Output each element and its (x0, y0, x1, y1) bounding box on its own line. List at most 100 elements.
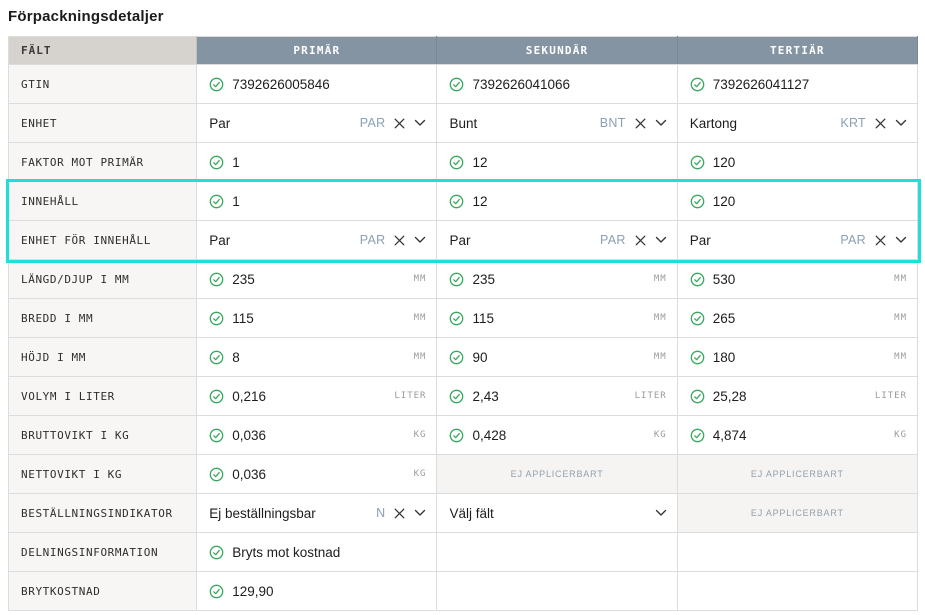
chevron-down-icon[interactable] (414, 236, 426, 244)
cell-content: 7392626041066 (449, 77, 666, 92)
clear-icon[interactable] (394, 235, 405, 246)
unit-label: LITER (874, 391, 907, 401)
check-circle-icon (690, 428, 705, 443)
empty-cell (436, 532, 678, 572)
dropdown-cell[interactable]: Välj fält (436, 493, 678, 533)
clear-icon[interactable] (394, 508, 405, 519)
cell-content: 120 (690, 155, 907, 170)
field-label: BREDD I MM (7, 298, 198, 338)
field-label: BRUTTOVIKT I KG (7, 415, 198, 455)
field-label: BESTÄLLNINGSINDIKATOR (7, 493, 198, 533)
chevron-down-icon[interactable] (655, 509, 667, 517)
chevron-down-icon[interactable] (414, 509, 426, 517)
cell-value: 0,216 (232, 388, 266, 404)
unit-label: MM (894, 274, 907, 284)
dropdown-cell[interactable]: Bunt BNT (436, 103, 678, 143)
chevron-down-icon[interactable] (655, 236, 667, 244)
value-cell: 12 (436, 181, 678, 221)
check-circle-icon (690, 311, 705, 326)
table-row: BESTÄLLNINGSINDIKATOR Ej beställningsbar N… (7, 493, 919, 533)
dropdown-cell[interactable]: Par PAR (196, 220, 438, 260)
dropdown-content: Välj fält (449, 506, 666, 521)
check-circle-icon (690, 350, 705, 365)
cell-value: 235 (472, 271, 495, 287)
cell-content: 12 (449, 155, 666, 170)
clear-icon[interactable] (875, 118, 886, 129)
cell-content: 8 MM (209, 350, 426, 365)
chevron-down-icon[interactable] (414, 119, 426, 127)
empty-cell (436, 571, 678, 611)
cell-content: 265 MM (690, 311, 907, 326)
cell-value: 0,036 (232, 466, 266, 482)
cell-content: 4,874 KG (690, 428, 907, 443)
dropdown-code: PAR (600, 233, 626, 247)
dropdown-cell[interactable]: Ej beställningsbar N (196, 493, 438, 533)
dropdown-controls: PAR (360, 233, 427, 247)
not-applicable-cell: EJ APPLICERBART (676, 493, 919, 533)
chevron-down-icon[interactable] (895, 119, 907, 127)
dropdown-cell[interactable]: Kartong KRT (676, 103, 919, 143)
cell-content: 115 MM (449, 311, 666, 326)
chevron-down-icon[interactable] (655, 119, 667, 127)
value-cell: 120 (676, 181, 919, 221)
check-circle-icon (209, 155, 224, 170)
value-cell: 0,428 KG (436, 415, 678, 455)
cell-value: 2,43 (472, 388, 499, 404)
chevron-down-icon[interactable] (895, 236, 907, 244)
cell-value: 12 (472, 154, 488, 170)
unit-label: KG (413, 430, 427, 440)
field-label: ENHET (7, 103, 198, 143)
dropdown-cell[interactable]: Par PAR (436, 220, 678, 260)
clear-icon[interactable] (635, 118, 646, 129)
check-circle-icon (449, 155, 464, 170)
table-row: BRUTTOVIKT I KG 0,036 KG 0,428 KG 4,874 KG (7, 415, 919, 455)
field-label: BRYTKOSTNAD (7, 571, 198, 611)
dropdown-value: Välj fält (449, 505, 494, 521)
cell-value: 115 (472, 310, 494, 326)
cell-content: 0,216 LITER (209, 389, 426, 404)
dropdown-value: Par (209, 232, 231, 248)
dropdown-cell[interactable]: Par PAR (196, 103, 438, 143)
cell-content: 115 MM (209, 311, 426, 326)
clear-icon[interactable] (394, 118, 405, 129)
cell-value: 235 (232, 271, 255, 287)
clear-icon[interactable] (635, 235, 646, 246)
cell-content: 235 MM (449, 272, 666, 287)
table-row: GTIN 7392626005846 7392626041066 7392626041… (7, 64, 919, 104)
dropdown-code: BNT (599, 116, 626, 130)
value-cell: 2,43 LITER (436, 376, 678, 416)
value-cell: 1 (196, 142, 438, 182)
table-row: NETTOVIKT I KG 0,036 KG EJ APPLICERBART EJ A… (7, 454, 919, 494)
page-title: Förpackningsdetaljer (8, 8, 164, 25)
unit-label: MM (894, 352, 907, 362)
unit-label: KG (413, 469, 427, 479)
check-circle-icon (449, 272, 464, 287)
table-row: VOLYM I LITER 0,216 LITER 2,43 LITER 25,28 LIT… (7, 376, 919, 416)
check-circle-icon (449, 389, 464, 404)
value-cell: 0,036 KG (196, 415, 438, 455)
value-cell: 0,036 KG (196, 454, 438, 494)
cell-value: 8 (232, 349, 240, 365)
cell-content: 7392626005846 (209, 77, 426, 92)
clear-icon[interactable] (875, 235, 886, 246)
cell-value: 12 (472, 193, 488, 209)
check-circle-icon (209, 584, 224, 599)
cell-content: 180 MM (690, 350, 907, 365)
column-header-tertiar: TERTIÄR (676, 36, 919, 65)
field-label: LÄNGD/DJUP I MM (7, 259, 198, 299)
cell-content: 1 (209, 194, 426, 209)
cell-value: 25,28 (712, 388, 747, 404)
value-cell: 8 MM (196, 337, 438, 377)
field-label: INNEHÅLL (7, 181, 198, 221)
unit-label: KG (894, 430, 907, 440)
check-circle-icon (209, 389, 224, 404)
cell-content: 129,90 (209, 584, 426, 599)
check-circle-icon (449, 311, 464, 326)
unit-label: LITER (394, 391, 427, 401)
unit-label: MM (413, 274, 427, 284)
dropdown-controls: BNT (600, 116, 667, 130)
check-circle-icon (449, 77, 464, 92)
cell-content: Bryts mot kostnad (209, 545, 426, 560)
dropdown-cell[interactable]: Par PAR (676, 220, 919, 260)
